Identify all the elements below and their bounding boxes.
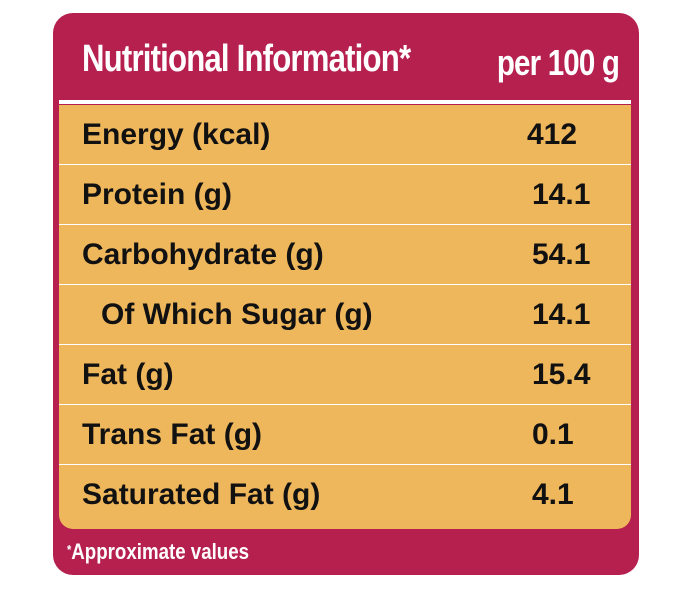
row-label: Carbohydrate (g) — [82, 238, 324, 271]
row-value: 14.1 — [532, 178, 591, 211]
table-row-carbohydrate: Carbohydrate (g) 54.1 — [59, 225, 631, 285]
header-divider — [59, 100, 631, 104]
table-row-fat: Fat (g) 15.4 — [59, 345, 631, 405]
serving-basis: per 100 g — [496, 42, 620, 83]
nutrition-panel: Nutritional Information* per 100 g Energ… — [53, 13, 639, 575]
row-label: Saturated Fat (g) — [82, 478, 321, 511]
row-label: Protein (g) — [82, 178, 232, 211]
row-label: Fat (g) — [82, 358, 174, 391]
table-row-saturated-fat: Saturated Fat (g) 4.1 — [59, 465, 631, 525]
row-label: Energy (kcal) — [82, 118, 271, 151]
row-divider — [59, 224, 631, 225]
row-value: 0.1 — [532, 418, 574, 451]
row-value: 15.4 — [532, 358, 591, 391]
row-divider — [59, 464, 631, 465]
footnote-text: Approximate values — [71, 539, 250, 564]
nutrition-title: Nutritional Information* — [82, 38, 411, 80]
table-row-trans-fat: Trans Fat (g) 0.1 — [59, 405, 631, 465]
table-row-sugar: Of Which Sugar (g) 14.1 — [59, 285, 631, 345]
row-divider — [59, 344, 631, 345]
row-value: 412 — [527, 118, 578, 151]
row-value: 14.1 — [532, 298, 591, 331]
nutrition-header: Nutritional Information* per 100 g — [53, 13, 639, 105]
nutrition-table: Energy (kcal) 412 Protein (g) 14.1 Carbo… — [59, 105, 631, 529]
row-value: 54.1 — [532, 238, 591, 271]
row-divider — [59, 164, 631, 165]
row-value: 4.1 — [532, 478, 574, 511]
footnote: *Approximate values — [67, 538, 249, 566]
row-divider — [59, 404, 631, 405]
table-row-protein: Protein (g) 14.1 — [59, 165, 631, 225]
table-row-energy: Energy (kcal) 412 — [59, 105, 631, 165]
row-label: Of Which Sugar (g) — [101, 298, 373, 331]
row-divider — [59, 284, 631, 285]
footnote-marker: * — [67, 542, 72, 557]
row-label: Trans Fat (g) — [82, 418, 263, 451]
